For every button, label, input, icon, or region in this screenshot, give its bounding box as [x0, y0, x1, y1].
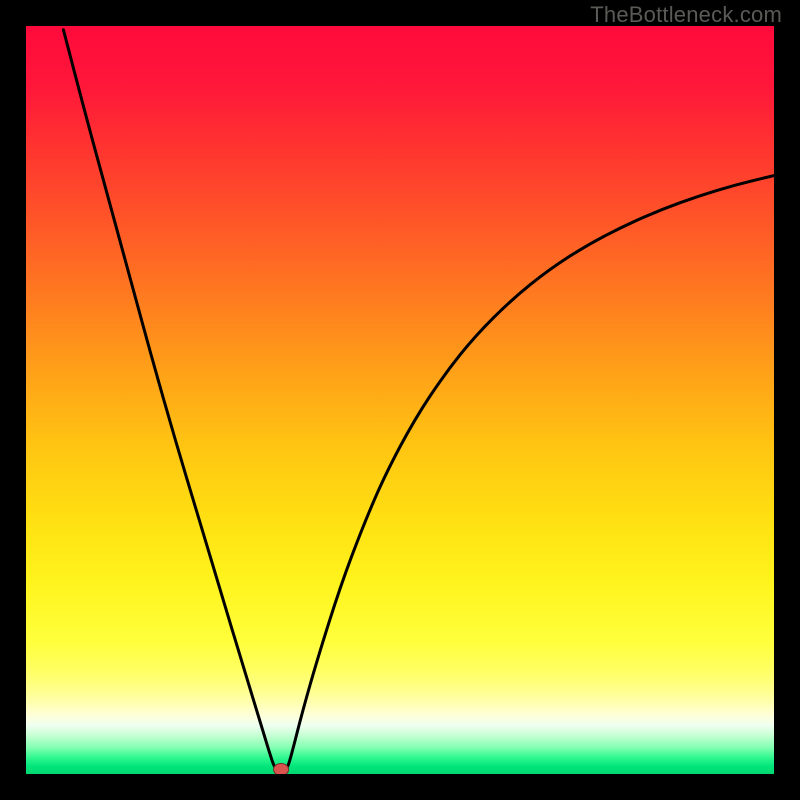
watermark-text: TheBottleneck.com	[590, 2, 782, 28]
gradient-background	[26, 26, 774, 774]
chart-svg	[26, 26, 774, 774]
chart-plot-area	[26, 26, 774, 774]
minimum-point-marker	[274, 764, 289, 774]
